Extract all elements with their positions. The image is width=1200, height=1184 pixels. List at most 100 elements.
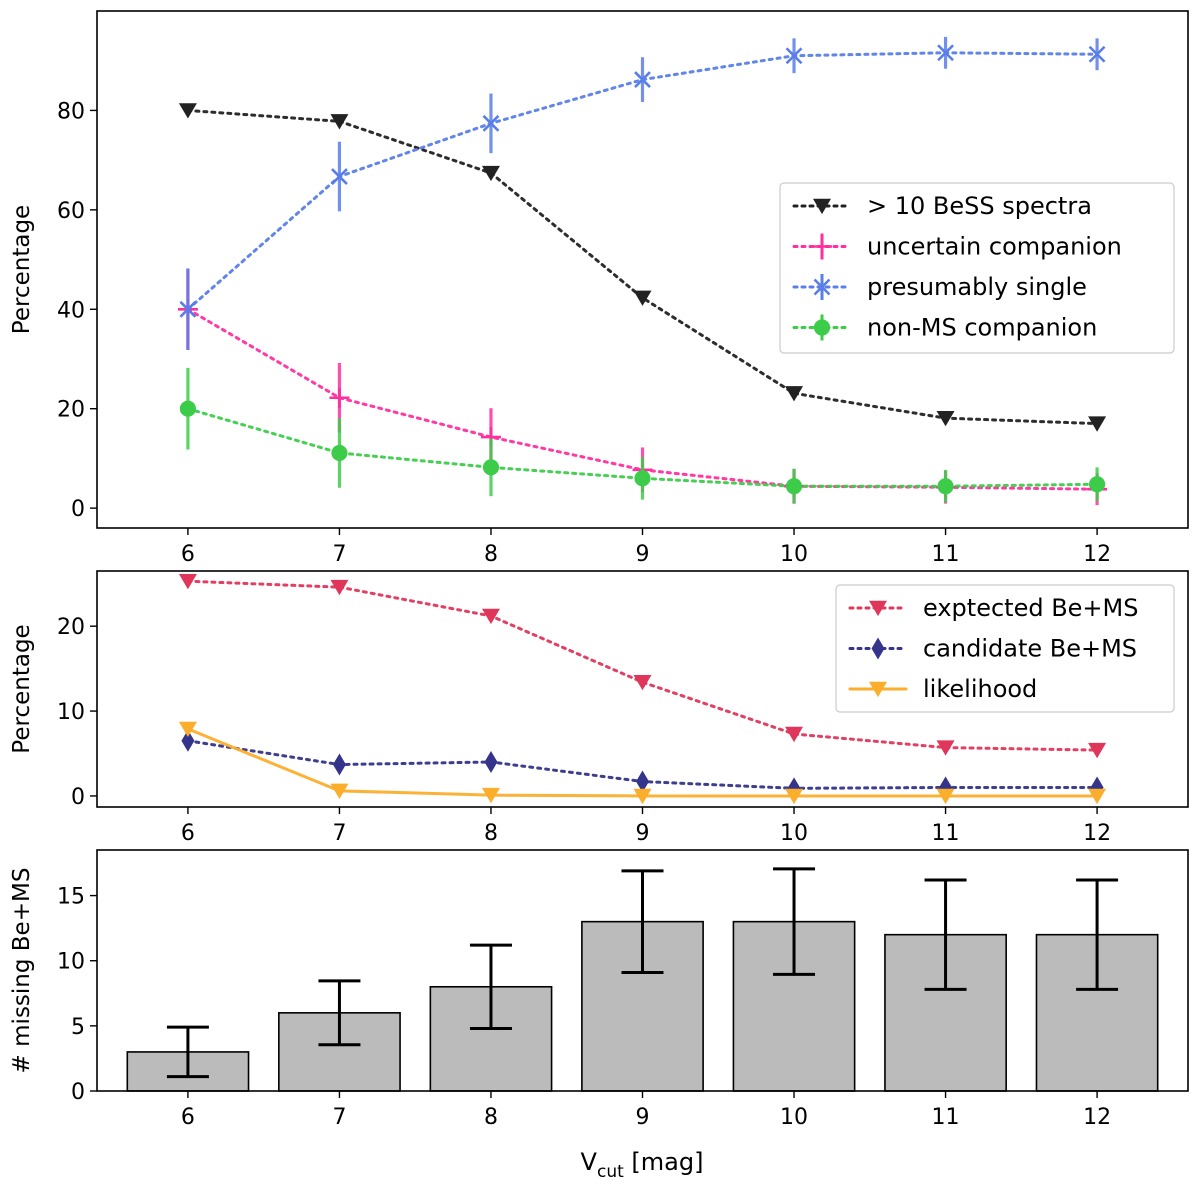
y-tick-label: 10	[57, 950, 85, 975]
bar-group-12	[1035, 878, 1159, 1092]
point-nonms	[482, 459, 500, 476]
y-tick-label: 0	[71, 785, 85, 810]
legend-marker	[869, 600, 887, 617]
point-likelihood	[1088, 788, 1107, 805]
point-expected	[785, 726, 804, 743]
legend-marker	[813, 198, 831, 215]
panel-top-ylabel: Percentage	[9, 205, 35, 334]
point-single	[634, 71, 651, 89]
bar-group-9	[581, 869, 704, 1092]
x-tick-label: 12	[1083, 821, 1111, 846]
xlabel-subscript: cut	[597, 1162, 624, 1182]
legend-marker	[871, 637, 885, 660]
point-likelihood	[330, 783, 349, 799]
panel-bottom-missing-be-ms: 6 7 8 9 10 11 12 0 5 10 15 # missing Be+MS Vcut [m…	[9, 849, 1189, 1182]
x-tick-label: 8	[484, 542, 498, 567]
legend-label: uncertain companion	[867, 233, 1122, 261]
xlabel-unit: [mag]	[624, 1148, 704, 1176]
point-single	[331, 168, 348, 185]
point-single	[785, 47, 803, 65]
y-tick-label: 15	[57, 885, 85, 910]
legend-marker	[813, 319, 831, 336]
point-bess	[633, 290, 652, 306]
xlabel-main: V	[581, 1148, 598, 1176]
x-tick-label: 11	[932, 542, 960, 567]
legend-entry-nonms: non-MS companion	[792, 314, 1097, 342]
legend-marker	[813, 278, 831, 296]
point-likelihood	[481, 787, 500, 804]
x-tick-label: 9	[636, 542, 650, 567]
point-nonms	[785, 478, 803, 495]
panel-middle-legend: exptected Be+MS candidate Be+MS likelihood	[835, 584, 1175, 713]
bar-group-8	[429, 943, 553, 1092]
panel-top-category-percentages: 6 7 8 9 10 11 12 0 20 40 60 80 Percentage > 10 BeSS…	[9, 10, 1189, 567]
point-likelihood	[785, 788, 804, 805]
point-single	[1088, 45, 1106, 63]
legend-entry-likelihood: likelihood	[848, 675, 1037, 703]
y-tick-label: 0	[71, 497, 85, 522]
x-tick-label: 7	[332, 821, 346, 846]
x-tick-label: 9	[636, 1105, 650, 1130]
panel-middle-be-ms-percentages: 6 7 8 9 10 11 12 0 10 20 Percentage exptected Be+…	[9, 570, 1189, 846]
x-tick-label: 12	[1083, 542, 1111, 567]
series-single	[179, 36, 1106, 351]
bar-group-6	[126, 1025, 250, 1092]
legend-entry-expected: exptected Be+MS	[848, 594, 1138, 622]
series-likelihood	[178, 721, 1107, 805]
point-bess	[785, 386, 804, 402]
x-tick-label: 6	[181, 1105, 195, 1130]
point-expected	[1088, 742, 1107, 759]
x-tick-label: 7	[332, 1105, 346, 1130]
bar-group-7	[278, 979, 401, 1092]
legend-marker	[869, 681, 887, 698]
x-tick-label: 8	[484, 1105, 498, 1130]
point-expected	[330, 579, 349, 596]
point-expected	[936, 740, 955, 756]
series-nonms	[179, 367, 1106, 504]
point-candidate	[332, 753, 346, 776]
point-likelihood	[178, 721, 197, 737]
point-expected	[481, 608, 500, 625]
point-candidate	[181, 729, 195, 752]
legend-entry-candidate: candidate Be+MS	[848, 635, 1137, 663]
panel-bottom-ylabel: # missing Be+MS	[9, 868, 35, 1074]
point-expected	[633, 675, 652, 691]
point-bess	[936, 410, 955, 427]
point-nonms	[937, 478, 954, 495]
x-tick-label: 10	[780, 821, 808, 846]
point-nonms	[1089, 476, 1106, 493]
x-tick-label: 11	[932, 821, 960, 846]
legend-frame	[779, 182, 1175, 354]
panel-bottom-xlabel: Vcut [mag]	[581, 1148, 704, 1182]
bar-group-10	[732, 867, 856, 1092]
point-uncertain	[329, 387, 350, 408]
y-tick-label: 0	[71, 1080, 85, 1105]
point-likelihood	[936, 788, 955, 805]
point-nonms	[331, 444, 348, 462]
point-single	[482, 114, 500, 132]
legend-label: candidate Be+MS	[923, 635, 1137, 663]
legend-label: exptected Be+MS	[923, 594, 1138, 622]
y-tick-label: 60	[57, 199, 85, 224]
panel-top-legend: > 10 BeSS spectra uncertain companion pres…	[779, 182, 1175, 354]
point-bess	[178, 103, 197, 119]
x-tick-label: 10	[780, 542, 808, 567]
x-tick-label: 6	[181, 542, 195, 567]
legend-entry-uncertain: uncertain companion	[792, 233, 1122, 261]
bar-group-11	[884, 878, 1007, 1092]
panel-bottom-plot-area	[126, 867, 1159, 1092]
legend-entry-bess: > 10 BeSS spectra	[792, 192, 1092, 220]
panel-middle-plot-area	[178, 573, 1107, 805]
point-candidate	[484, 751, 498, 774]
y-tick-label: 40	[57, 298, 85, 323]
point-bess	[1088, 416, 1107, 432]
point-nonms	[634, 470, 651, 487]
series-bess	[178, 103, 1107, 432]
y-tick-label: 10	[57, 700, 85, 725]
x-tick-label: 12	[1083, 1105, 1111, 1130]
y-tick-label: 80	[57, 99, 85, 124]
x-tick-label: 10	[780, 1105, 808, 1130]
legend-label: likelihood	[923, 675, 1037, 703]
x-tick-label: 8	[484, 821, 498, 846]
